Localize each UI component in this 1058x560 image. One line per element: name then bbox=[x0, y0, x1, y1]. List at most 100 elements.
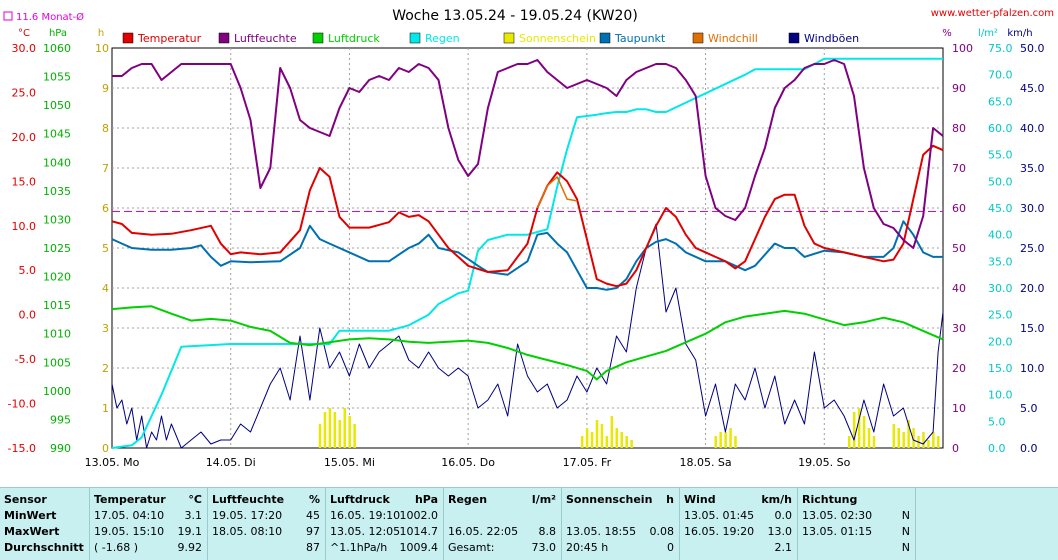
sunshine-bar bbox=[892, 424, 896, 448]
x-tick-label: 14.05. Di bbox=[206, 456, 256, 469]
pressure-tick-label: 1020 bbox=[43, 271, 71, 284]
wind-unit-label: km/h bbox=[1007, 28, 1032, 39]
temperature-tick-label: 20.0 bbox=[12, 131, 37, 144]
rain-tick-label: 5.0 bbox=[988, 415, 1006, 428]
sunshine-bar bbox=[615, 428, 619, 448]
rain-tick-label: 50.0 bbox=[988, 175, 1013, 188]
series-lines bbox=[111, 57, 944, 449]
wind-min-time: 13.05. 01:45 bbox=[684, 509, 755, 522]
humidity-tick-label: 10 bbox=[952, 402, 966, 415]
temperature-avg-note: ( -1.68 ) bbox=[94, 541, 139, 554]
humidity-min-time: 19.05. 17:20 bbox=[212, 509, 283, 522]
sunshine-bar bbox=[323, 412, 327, 448]
pressure-unit-label: hPa bbox=[49, 28, 67, 39]
sunshine-bar bbox=[595, 420, 599, 448]
sunshine-bar bbox=[625, 436, 628, 448]
pressure-max-time: 13.05. 12:05 bbox=[330, 525, 401, 538]
x-tick-label: 18.05. Sa bbox=[679, 456, 731, 469]
axes: 13.05. Mo 14.05. Di 15.05. Mi 16.05. Do 17.0… bbox=[8, 28, 1045, 469]
sunshine-bar bbox=[719, 432, 722, 448]
rain-total-label: Gesamt: bbox=[448, 541, 495, 554]
pressure-column: Luftdruck hPa 16.05. 19:10 1002.0 13.05. 1… bbox=[325, 488, 442, 560]
sunshine-bar bbox=[862, 416, 866, 448]
wind-tick-label: 30.0 bbox=[1020, 202, 1045, 215]
direction-column: Richtung 13.05. 02:30 N 13.05. 01:15 N N bbox=[797, 488, 914, 560]
legend-label: Windböen bbox=[804, 32, 859, 45]
pressure-tick-label: 1060 bbox=[43, 42, 71, 55]
sunshine-tick-label: 5 bbox=[102, 242, 109, 255]
legend-label: Temperatur bbox=[137, 32, 202, 45]
sunshine-tick-label: 7 bbox=[102, 162, 109, 175]
wind-tick-label: 15.0 bbox=[1020, 322, 1045, 335]
row-labels-column: Sensor MinWert MaxWert Durchschnitt bbox=[0, 488, 88, 560]
rain-tick-label: 40.0 bbox=[988, 229, 1013, 242]
row-label-max: MaxWert bbox=[4, 525, 60, 538]
monthly-avg-icon bbox=[3, 11, 13, 21]
sunshine-tick-label: 1 bbox=[102, 402, 109, 415]
site-link[interactable]: www.wetter-pfalzen.com bbox=[931, 8, 1054, 19]
legend-swatch bbox=[312, 32, 324, 44]
pressure-tick-label: 1050 bbox=[43, 99, 71, 112]
wind-tick-label: 45.0 bbox=[1020, 82, 1045, 95]
temperature-tick-label: 0.0 bbox=[19, 309, 37, 322]
legend-swatch bbox=[692, 32, 704, 44]
sunshine-bar bbox=[585, 428, 589, 448]
temperature-tick-label: -10.0 bbox=[8, 398, 36, 411]
empty-column bbox=[915, 488, 1058, 560]
temperature-tick-label: 15.0 bbox=[12, 175, 37, 188]
temperature-unit: °C bbox=[188, 493, 202, 506]
legend: Temperatur Luftfeuchte Luftdruck Regen Sonne… bbox=[122, 32, 859, 45]
sunshine-bar bbox=[872, 436, 876, 448]
rain-tick-label: 15.0 bbox=[988, 362, 1013, 375]
temperature-max-time: 19.05. 15:10 bbox=[94, 525, 165, 538]
sunshine-tick-label: 10 bbox=[95, 42, 109, 55]
sunshine-bar bbox=[902, 432, 905, 448]
legend-label: Luftfeuchte bbox=[234, 32, 297, 45]
x-tick-label: 16.05. Do bbox=[441, 456, 495, 469]
humidity-tick-label: 70 bbox=[952, 162, 966, 175]
rain-max: 8.8 bbox=[538, 525, 557, 538]
sunshine-bar bbox=[353, 424, 356, 448]
pressure-tick-label: 1010 bbox=[43, 328, 71, 341]
sunshine-bar bbox=[927, 440, 930, 448]
pressure-tick-label: 990 bbox=[50, 442, 71, 455]
wind-min: 0.0 bbox=[774, 509, 793, 522]
rain-total: 73.0 bbox=[531, 541, 557, 554]
wind-tick-label: 10.0 bbox=[1020, 362, 1045, 375]
legend-swatch bbox=[503, 32, 515, 44]
sunshine-bar bbox=[610, 416, 614, 448]
pressure-header: Luftdruck bbox=[330, 493, 390, 506]
humidity-unit: % bbox=[308, 493, 320, 506]
sunshine-unit-label: h bbox=[98, 28, 104, 39]
sunshine-bar bbox=[852, 412, 856, 448]
humidity-min: 45 bbox=[306, 509, 320, 522]
legend-swatch bbox=[788, 32, 800, 44]
humidity-max: 97 bbox=[306, 525, 320, 538]
pressure-min: 1002.0 bbox=[399, 509, 439, 522]
pressure-tick-label: 1035 bbox=[43, 185, 71, 198]
temperature-avg: 9.92 bbox=[177, 541, 203, 554]
legend-label: Sonnenschein bbox=[519, 32, 596, 45]
sunshine-bars bbox=[318, 408, 940, 448]
humidity-column: Luftfeuchte% 19.05. 17:20 45 18.05. 08:10… bbox=[207, 488, 324, 560]
sunshine-column: Sonnenschein h 13.05. 18:55 0.08 20:45 h 0 bbox=[561, 488, 678, 560]
sunshine-bar bbox=[580, 436, 584, 448]
wind-tick-label: 40.0 bbox=[1020, 122, 1045, 135]
direction-min: N bbox=[901, 509, 910, 522]
legend-label: Regen bbox=[425, 32, 460, 45]
legend-swatch bbox=[599, 32, 611, 44]
wind-tick-label: 50.0 bbox=[1020, 42, 1045, 55]
pressure-tick-label: 1045 bbox=[43, 128, 71, 141]
legend-label: Taupunkt bbox=[614, 32, 666, 45]
legend-swatch bbox=[409, 32, 421, 44]
sunshine-bar bbox=[338, 420, 342, 448]
sunshine-max: 0.08 bbox=[649, 525, 675, 538]
sunshine-bar bbox=[620, 432, 623, 448]
direction-max: N bbox=[901, 525, 910, 538]
sunshine-bar bbox=[912, 428, 915, 448]
rain-tick-label: 45.0 bbox=[988, 202, 1013, 215]
humidity-tick-label: 60 bbox=[952, 202, 966, 215]
rain-column: Regen l/m² 16.05. 22:05 8.8 Gesamt: 73.0 bbox=[443, 488, 560, 560]
temperature-tick-label: 30.0 bbox=[12, 42, 37, 55]
temperature-tick-label: 5.0 bbox=[19, 264, 37, 277]
